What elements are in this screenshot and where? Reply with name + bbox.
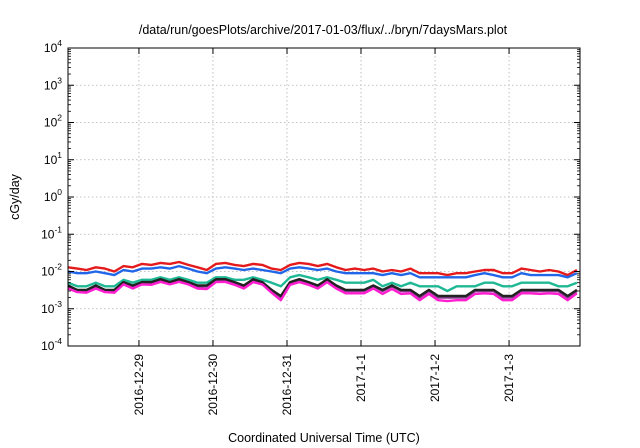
y-axis-label: cGy/day <box>8 173 22 220</box>
chart-title: /data/run/goesPlots/archive/2017-01-03/f… <box>139 23 508 37</box>
y-tick-label: 101 <box>44 150 62 167</box>
x-tick-label: 2017-1-1 <box>354 354 368 402</box>
y-tick-label: 104 <box>44 38 62 55</box>
x-tick-label: 2017-1-3 <box>502 354 516 402</box>
series-line-5 <box>67 278 578 298</box>
y-tick-label: 102 <box>44 113 62 130</box>
x-tick-label: 2016-12-30 <box>206 354 220 416</box>
y-tick-label: 10-3 <box>41 299 62 316</box>
y-tick-label: 10-4 <box>41 336 62 353</box>
y-tick-label: 100 <box>44 187 62 204</box>
x-tick-labels: 2016-12-29 2016-12-30 2016-12-31 2017-1-1 20… <box>132 354 516 416</box>
y-tick-label: 103 <box>44 75 62 92</box>
y-tick-labels: 10-4 10-3 10-2 10-1 100 101 102 103 104 <box>41 38 62 353</box>
x-tick-label: 2016-12-31 <box>280 354 294 416</box>
y-tick-label: 10-2 <box>41 262 62 279</box>
y-tick-label: 10-1 <box>41 224 62 241</box>
series-line-2 <box>67 264 578 279</box>
x-axis-label: Coordinated Universal Time (UTC) <box>228 431 420 445</box>
x-tick-label: 2017-1-2 <box>428 354 442 402</box>
series-lines <box>67 260 578 303</box>
axis-ticks <box>68 47 580 347</box>
x-tick-label: 2016-12-29 <box>132 354 146 416</box>
series-line-3 <box>67 273 578 293</box>
series-line-6 <box>67 280 578 303</box>
series-line-1 <box>67 260 578 277</box>
